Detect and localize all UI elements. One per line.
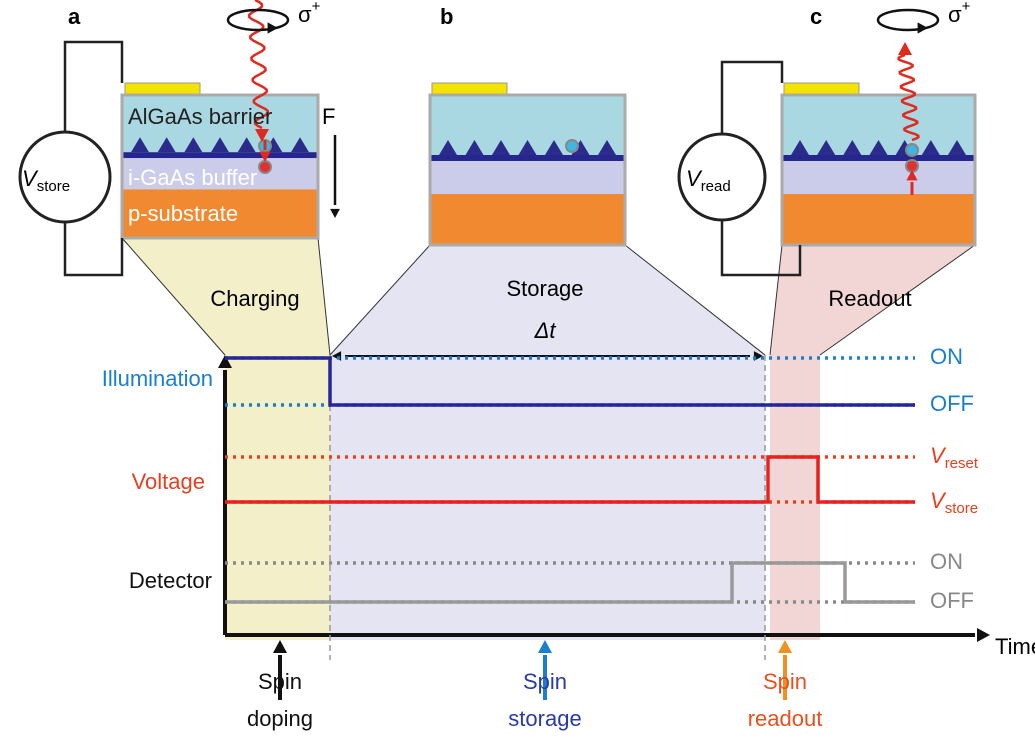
wire xyxy=(65,222,122,275)
arrow-head xyxy=(898,42,912,55)
symbol: OFF xyxy=(930,588,974,613)
symbol: σ xyxy=(948,2,962,27)
contact xyxy=(432,83,507,95)
subscript: read xyxy=(701,178,731,195)
signal-label: Illumination xyxy=(102,366,213,391)
subscript: store xyxy=(37,178,70,195)
phase-label: doping xyxy=(247,706,313,731)
panel-label: b xyxy=(440,4,453,29)
layer-label: AlGaAs barrier xyxy=(128,104,272,129)
phase-label: Spin xyxy=(258,669,302,694)
symbol: ON xyxy=(930,549,963,574)
symbol: OFF xyxy=(930,391,974,416)
polarization: σ+ xyxy=(948,0,971,27)
rotation xyxy=(228,10,288,30)
quantum-well xyxy=(782,155,975,161)
contact xyxy=(784,83,859,95)
level-label: OFF xyxy=(930,391,974,416)
symbol: ON xyxy=(930,344,963,369)
field-label: F xyxy=(322,104,335,129)
arrow-head xyxy=(778,640,792,653)
signal-label: Voltage xyxy=(132,469,205,494)
arrow-head xyxy=(538,640,552,653)
symbol: σ xyxy=(298,2,312,27)
quantum-well xyxy=(430,155,625,161)
caption: Storage xyxy=(506,276,583,301)
axis-label: Time xyxy=(995,634,1035,659)
phase-label: storage xyxy=(508,706,581,731)
arrow-head xyxy=(977,628,990,642)
level-label: OFF xyxy=(930,588,974,613)
level-label: Vstore xyxy=(930,488,978,517)
rotation xyxy=(878,10,938,30)
level-label: ON xyxy=(930,549,963,574)
layer-label: i-GaAs buffer xyxy=(128,165,257,190)
quantum-well xyxy=(122,152,318,158)
buffer-layer xyxy=(782,161,975,194)
subscript: reset xyxy=(945,455,979,472)
phase-label: Spin xyxy=(763,669,807,694)
superscript: + xyxy=(962,0,971,15)
carrier xyxy=(566,140,578,152)
interval: Δt xyxy=(534,318,557,343)
wire xyxy=(722,62,782,134)
subscript: store xyxy=(945,500,978,517)
figure: VstoreVreadσ+σ+abcAlGaAs barrieri-GaAs b… xyxy=(0,0,1035,740)
panel-label: c xyxy=(810,4,822,29)
arrow-head xyxy=(918,22,928,33)
superscript: + xyxy=(312,0,321,15)
phase-label: readout xyxy=(748,706,823,731)
phase-label: Spin xyxy=(523,669,567,694)
caption: Readout xyxy=(828,286,911,311)
polarization: σ+ xyxy=(298,0,321,27)
carrier xyxy=(259,161,271,173)
substrate-layer xyxy=(430,194,625,245)
caption: Charging xyxy=(210,286,299,311)
arrow-head xyxy=(273,640,287,653)
contact xyxy=(125,83,200,95)
panel-label: a xyxy=(68,4,81,29)
signal-label: Detector xyxy=(129,568,212,593)
arrow-head xyxy=(330,209,340,218)
wire xyxy=(65,42,122,132)
carrier xyxy=(906,144,918,156)
layer-label: p-substrate xyxy=(128,201,238,226)
arrow-head xyxy=(268,22,278,33)
substrate-layer xyxy=(782,194,975,245)
level-label: ON xyxy=(930,344,963,369)
buffer-layer xyxy=(430,161,625,194)
level-label: Vreset xyxy=(930,443,979,472)
